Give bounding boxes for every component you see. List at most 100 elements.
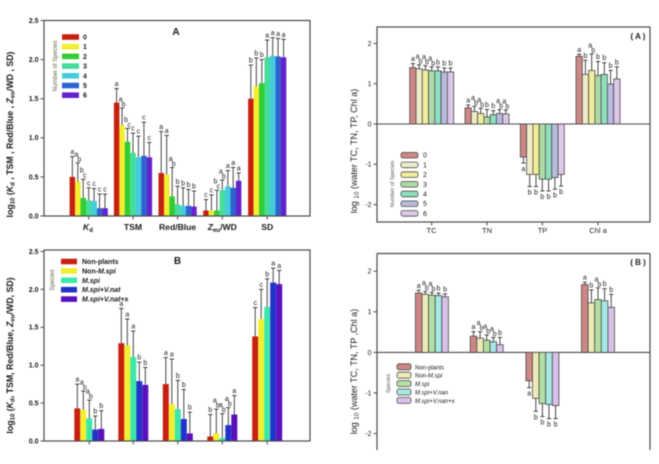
svg-text:b: b — [122, 102, 126, 109]
svg-text:1: 1 — [423, 162, 427, 169]
svg-text:b: b — [124, 117, 128, 124]
svg-text:1.5: 1.5 — [29, 325, 39, 332]
svg-text:M.spi+V.nat: M.spi+V.nat — [82, 287, 121, 294]
svg-text:2: 2 — [368, 41, 372, 48]
svg-text:4: 4 — [423, 192, 427, 199]
svg-text:-2: -2 — [365, 431, 371, 438]
svg-text:a: a — [490, 326, 494, 333]
svg-text:Non-plants: Non-plants — [415, 365, 444, 371]
svg-text:b: b — [419, 58, 423, 65]
svg-text:M.spi: M.spi — [415, 382, 430, 388]
svg-text:b: b — [609, 63, 613, 70]
svg-text:b: b — [596, 54, 600, 61]
svg-text:TC: TC — [427, 226, 438, 235]
svg-text:a: a — [74, 151, 78, 158]
svg-text:0.5: 0.5 — [29, 401, 39, 408]
svg-text:b: b — [83, 385, 87, 392]
svg-text:b: b — [425, 285, 429, 292]
svg-text:b: b — [182, 382, 186, 389]
svg-text:a: a — [477, 97, 481, 104]
svg-text:a: a — [170, 352, 174, 359]
svg-text:Number of Species: Number of Species — [390, 160, 396, 207]
svg-text:1: 1 — [83, 44, 87, 51]
svg-text:b: b — [609, 287, 613, 294]
svg-text:a: a — [164, 350, 168, 357]
svg-text:-1: -1 — [365, 390, 371, 397]
svg-text:b: b — [187, 182, 191, 189]
svg-text:b: b — [443, 286, 447, 293]
svg-text:a: a — [472, 324, 476, 331]
svg-text:b: b — [77, 156, 81, 163]
svg-text:b: b — [559, 189, 563, 196]
svg-text:log 10 (water TC, TN, TP, Chl: log 10 (water TC, TN, TP, Chl a) — [349, 89, 360, 213]
svg-text:1: 1 — [368, 81, 372, 88]
svg-text:b: b — [442, 61, 446, 68]
svg-text:b: b — [493, 331, 497, 338]
svg-text:b: b — [80, 168, 84, 175]
svg-text:c: c — [259, 282, 263, 289]
svg-text:a: a — [119, 301, 123, 308]
svg-text:b: b — [213, 179, 217, 186]
svg-text:4: 4 — [83, 73, 87, 80]
svg-text:a: a — [213, 398, 217, 405]
svg-text:a: a — [80, 380, 84, 387]
svg-text:b: b — [431, 286, 435, 293]
svg-text:b: b — [222, 407, 226, 414]
svg-text:b: b — [143, 360, 147, 367]
svg-text:b: b — [602, 55, 606, 62]
svg-text:a: a — [276, 31, 280, 38]
svg-text:a: a — [422, 280, 426, 287]
svg-text:c: c — [83, 173, 87, 180]
svg-text:( A ): ( A ) — [631, 32, 646, 41]
svg-text:b: b — [554, 422, 558, 429]
svg-text:TP: TP — [538, 226, 548, 235]
svg-text:a: a — [265, 33, 269, 40]
svg-text:Kd: Kd — [83, 222, 93, 234]
svg-text:b: b — [547, 422, 551, 429]
svg-text:c: c — [87, 180, 91, 187]
svg-text:a: a — [159, 124, 163, 131]
svg-text:5: 5 — [423, 201, 427, 208]
svg-text:a: a — [131, 324, 135, 331]
svg-text:a: a — [422, 54, 426, 61]
svg-text:b: b — [589, 282, 593, 289]
svg-text:b: b — [254, 51, 258, 58]
svg-text:B: B — [174, 256, 181, 267]
svg-text:a: a — [226, 163, 230, 170]
svg-text:b: b — [265, 271, 269, 278]
svg-text:6: 6 — [83, 93, 87, 100]
svg-text:a: a — [165, 128, 169, 135]
svg-text:b: b — [208, 407, 212, 414]
svg-text:a: a — [232, 388, 236, 395]
svg-text:Species: Species — [386, 373, 392, 393]
svg-text:b: b — [228, 401, 232, 408]
svg-text:b: b — [222, 174, 226, 181]
svg-text:b: b — [603, 281, 607, 288]
svg-text:a: a — [231, 160, 235, 167]
svg-text:3: 3 — [423, 182, 427, 189]
svg-text:2.0: 2.0 — [29, 57, 39, 64]
svg-text:a: a — [428, 55, 432, 62]
svg-text:a: a — [169, 156, 173, 163]
svg-text:2.5: 2.5 — [29, 249, 39, 256]
svg-text:a: a — [125, 312, 129, 319]
svg-text:a: a — [466, 98, 470, 105]
svg-text:b: b — [176, 373, 180, 380]
svg-text:a: a — [588, 42, 592, 49]
svg-text:b: b — [474, 100, 478, 107]
svg-text:a: a — [417, 283, 421, 290]
svg-text:Red/Blue: Red/Blue — [159, 222, 196, 232]
svg-text:b: b — [188, 405, 192, 412]
svg-text:M.spi+V.nan: M.spi+V.nan — [415, 391, 449, 397]
svg-text:a: a — [86, 389, 90, 396]
svg-text:b: b — [216, 403, 220, 410]
svg-text:b: b — [505, 103, 509, 110]
svg-text:a: a — [277, 263, 281, 270]
svg-text:Zeu/WD: Zeu/WD — [207, 222, 237, 234]
svg-text:c: c — [98, 187, 102, 194]
svg-text:a: a — [496, 98, 500, 105]
svg-text:b: b — [449, 61, 453, 68]
svg-text:1: 1 — [368, 309, 372, 316]
svg-text:Non-M.spi: Non-M.spi — [82, 268, 117, 275]
svg-text:c: c — [253, 300, 257, 307]
